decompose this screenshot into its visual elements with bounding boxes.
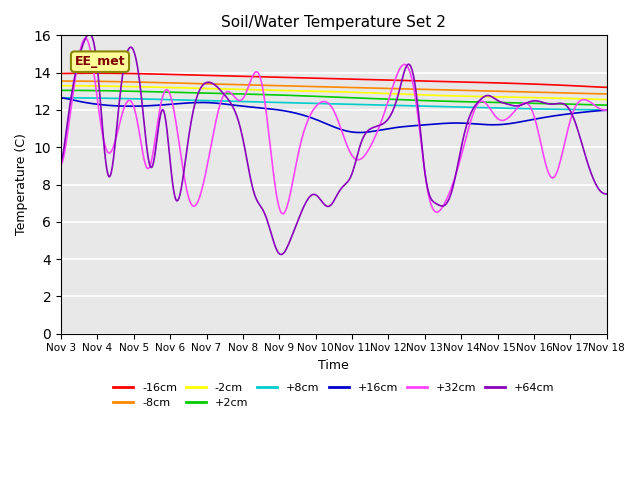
-2cm	[589, 96, 597, 102]
-2cm	[504, 94, 512, 100]
-8cm	[504, 89, 512, 95]
+32cm	[322, 99, 330, 105]
+64cm	[592, 181, 600, 187]
+16cm	[591, 108, 598, 114]
Text: EE_met: EE_met	[75, 55, 125, 68]
+16cm	[316, 118, 324, 124]
-16cm	[383, 77, 390, 83]
+16cm	[603, 108, 611, 113]
Line: +32cm: +32cm	[61, 38, 607, 214]
+64cm	[277, 252, 285, 257]
-8cm	[603, 91, 611, 97]
-8cm	[57, 78, 65, 84]
+8cm	[589, 107, 597, 113]
X-axis label: Time: Time	[319, 359, 349, 372]
Title: Soil/Water Temperature Set 2: Soil/Water Temperature Set 2	[221, 15, 446, 30]
+32cm	[603, 108, 611, 113]
-8cm	[589, 91, 597, 96]
+2cm	[319, 94, 327, 99]
+2cm	[353, 95, 360, 101]
+8cm	[504, 106, 512, 111]
-16cm	[353, 76, 361, 82]
-16cm	[57, 71, 65, 76]
+16cm	[353, 130, 360, 135]
+16cm	[57, 95, 65, 101]
-8cm	[353, 85, 360, 91]
+32cm	[319, 99, 326, 105]
+2cm	[603, 102, 611, 108]
+2cm	[316, 94, 324, 99]
+64cm	[355, 148, 362, 154]
Line: -2cm: -2cm	[61, 86, 607, 99]
+16cm	[356, 130, 364, 135]
+64cm	[603, 191, 611, 197]
-2cm	[57, 83, 65, 89]
-2cm	[319, 88, 327, 94]
+16cm	[319, 120, 327, 125]
Line: -8cm: -8cm	[61, 81, 607, 94]
+32cm	[592, 103, 600, 109]
+16cm	[383, 126, 390, 132]
+64cm	[322, 203, 330, 208]
+8cm	[319, 101, 327, 107]
-8cm	[319, 84, 327, 90]
-8cm	[382, 85, 390, 91]
-16cm	[506, 80, 513, 86]
-2cm	[316, 88, 324, 94]
+8cm	[382, 102, 390, 108]
Y-axis label: Temperature (C): Temperature (C)	[15, 133, 28, 236]
+32cm	[355, 157, 362, 163]
+64cm	[384, 116, 392, 122]
+64cm	[319, 199, 326, 205]
-16cm	[91, 70, 99, 76]
Line: +64cm: +64cm	[61, 34, 607, 254]
+8cm	[57, 95, 65, 101]
+2cm	[382, 96, 390, 102]
-2cm	[353, 89, 360, 95]
Line: +8cm: +8cm	[61, 98, 607, 110]
-8cm	[316, 84, 324, 90]
-16cm	[591, 84, 598, 90]
Line: -16cm: -16cm	[61, 73, 607, 87]
+8cm	[603, 107, 611, 113]
+8cm	[353, 102, 360, 108]
-2cm	[382, 91, 390, 96]
+64cm	[57, 158, 65, 164]
Line: +16cm: +16cm	[61, 98, 607, 132]
+8cm	[316, 101, 324, 107]
+32cm	[384, 99, 392, 105]
Line: +2cm: +2cm	[61, 90, 607, 105]
-2cm	[603, 96, 611, 102]
+32cm	[81, 36, 89, 41]
Legend: -16cm, -8cm, -2cm, +2cm, +8cm, +16cm, +32cm, +64cm: -16cm, -8cm, -2cm, +2cm, +8cm, +16cm, +3…	[109, 378, 559, 412]
+32cm	[57, 162, 65, 168]
+32cm	[507, 113, 515, 119]
+2cm	[504, 100, 512, 106]
+16cm	[506, 121, 513, 127]
-16cm	[317, 75, 325, 81]
-16cm	[603, 84, 611, 90]
+64cm	[507, 102, 515, 108]
-16cm	[321, 75, 328, 81]
+64cm	[86, 31, 93, 37]
+32cm	[279, 211, 287, 217]
+2cm	[589, 102, 597, 108]
+2cm	[57, 87, 65, 93]
